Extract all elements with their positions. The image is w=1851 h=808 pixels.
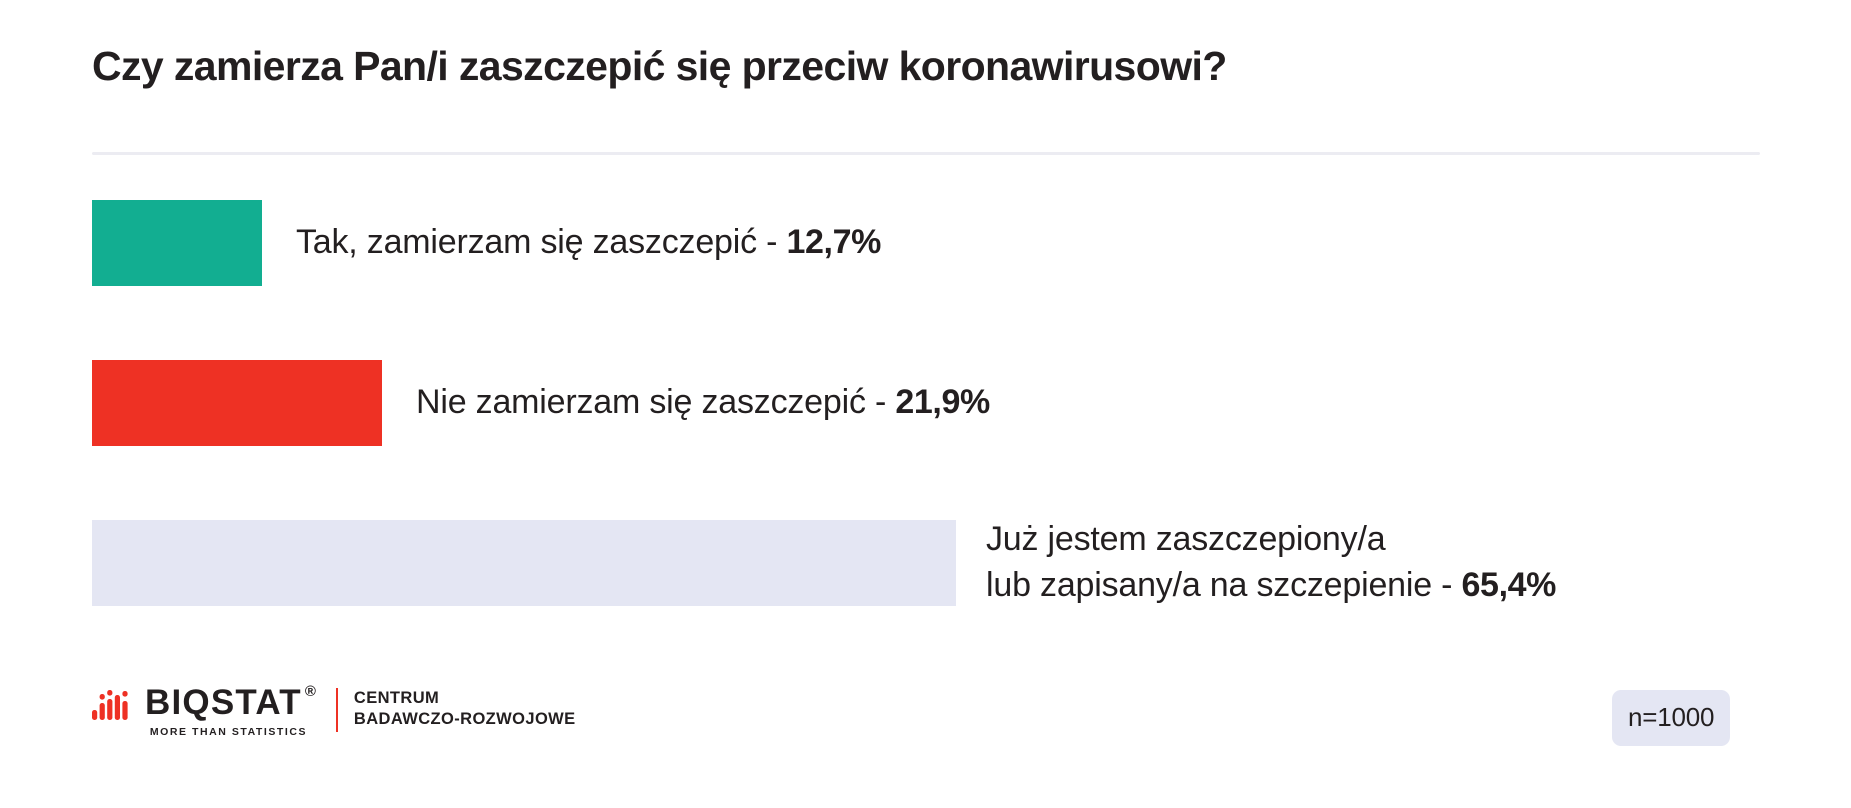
bar-label-text-nie: Nie zamierzam się zaszczepić - [416, 383, 896, 422]
chart-row-zaszczepiony: Już jestem zaszczepiony/a lub zapisany/a… [92, 520, 1556, 606]
sample-size-badge: n=1000 [1612, 690, 1731, 746]
bar-label-text-zaszczepiony-line2: lub zapisany/a na szczepienie - 65,4% [986, 563, 1556, 609]
bar-label-text-tak: Tak, zamierzam się zaszczepić - [296, 223, 787, 262]
logo-subtitle-line1: CENTRUM [353, 689, 440, 707]
bar-label-nie: Nie zamierzam się zaszczepić - 21,9% [416, 381, 990, 425]
bar-label-text-zaszczepiony-line1: Już jestem zaszczepiony/a [986, 520, 1386, 559]
page-title: Czy zamierza Pan/i zaszczepić się przeci… [92, 43, 1227, 89]
bar-value-zaszczepiony: 65,4% [1461, 566, 1557, 604]
bar-value-nie: 21,9% [895, 383, 990, 422]
title-divider [92, 152, 1760, 155]
bar-tak [92, 200, 262, 286]
chart-row-nie: Nie zamierzam się zaszczepić - 21,9% [92, 360, 990, 446]
bar-label-zaszczepiony: Już jestem zaszczepiony/a lub zapisany/a… [986, 517, 1556, 608]
bar-label-tak: Tak, zamierzam się zaszczepić - 12,7% [296, 221, 881, 265]
logo-word-row: BIQSTAT ® [145, 683, 316, 722]
logo-wordmark: BIQSTAT [145, 683, 302, 722]
bar-nie [92, 360, 382, 446]
bar-value-tak: 12,7% [786, 223, 882, 262]
biostat-logo: BIQSTAT ® MORE THAN STATISTICS CENTRUM B… [92, 683, 576, 748]
bar-chart-mark-icon [92, 690, 134, 720]
bar-label-text-zaszczepiony-line2-text: lub zapisany/a na szczepienie - [986, 566, 1462, 604]
logo-divider [335, 688, 338, 732]
logo-wordblock: BIQSTAT ® MORE THAN STATISTICS [145, 683, 316, 738]
registered-icon: ® [304, 683, 316, 700]
logo-subtitle: CENTRUM BADAWCZO-ROZWOJOWE [354, 688, 576, 730]
chart-row-tak: Tak, zamierzam się zaszczepić - 12,7% [92, 200, 881, 286]
logo-subtitle-line2: BADAWCZO-ROZWOJOWE [353, 709, 576, 728]
bar-zaszczepiony [92, 520, 956, 606]
logo-tagline: MORE THAN STATISTICS [149, 725, 308, 738]
